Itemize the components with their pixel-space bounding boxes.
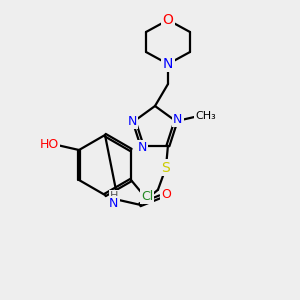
Text: Cl: Cl xyxy=(141,190,153,202)
Text: N: N xyxy=(173,113,183,126)
Text: N: N xyxy=(137,141,147,154)
Text: N: N xyxy=(109,197,119,210)
Text: H: H xyxy=(110,191,118,201)
Text: HO: HO xyxy=(39,139,58,152)
Text: N: N xyxy=(128,115,137,128)
Text: N: N xyxy=(163,57,173,71)
Text: CH₃: CH₃ xyxy=(196,111,216,121)
Text: O: O xyxy=(161,188,171,201)
Text: O: O xyxy=(163,13,173,27)
Text: S: S xyxy=(162,161,170,175)
